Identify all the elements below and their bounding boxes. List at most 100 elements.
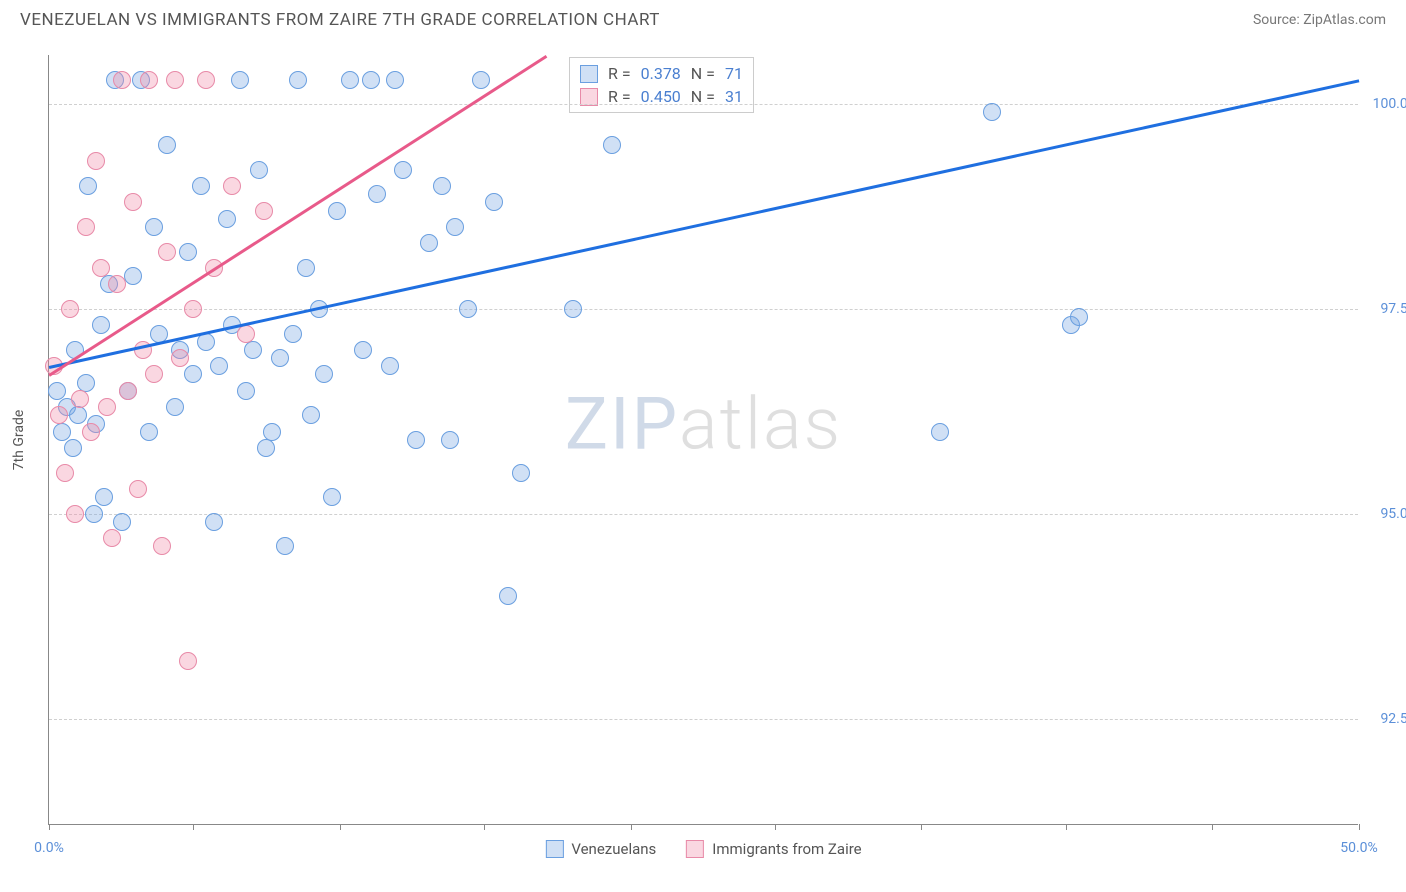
scatter-point bbox=[218, 210, 236, 228]
scatter-point bbox=[119, 382, 137, 400]
scatter-point bbox=[381, 357, 399, 375]
scatter-point bbox=[158, 243, 176, 261]
gridline bbox=[49, 309, 1358, 310]
legend-swatch-icon bbox=[580, 65, 598, 83]
scatter-point bbox=[82, 423, 100, 441]
scatter-point bbox=[328, 202, 346, 220]
bottom-legend: Venezuelans Immigrants from Zaire bbox=[545, 840, 861, 858]
x-tick-label: 50.0% bbox=[1340, 840, 1378, 856]
scatter-point bbox=[77, 218, 95, 236]
scatter-point bbox=[983, 103, 1001, 121]
scatter-point bbox=[931, 423, 949, 441]
scatter-point bbox=[441, 431, 459, 449]
y-tick-label: 92.5% bbox=[1363, 711, 1406, 727]
y-tick-label: 100.0% bbox=[1363, 96, 1406, 112]
legend-swatch-icon bbox=[580, 88, 598, 106]
x-tick bbox=[921, 824, 922, 830]
x-tick bbox=[49, 824, 50, 830]
scatter-point bbox=[276, 537, 294, 555]
scatter-point bbox=[446, 218, 464, 236]
scatter-point bbox=[231, 71, 249, 89]
scatter-point bbox=[459, 300, 477, 318]
scatter-point bbox=[485, 193, 503, 211]
legend-label: Immigrants from Zaire bbox=[712, 840, 861, 858]
scatter-point bbox=[64, 439, 82, 457]
scatter-point bbox=[237, 325, 255, 343]
scatter-point bbox=[362, 71, 380, 89]
scatter-point bbox=[323, 488, 341, 506]
watermark-zip: ZIP bbox=[565, 382, 679, 467]
scatter-point bbox=[237, 382, 255, 400]
gridline bbox=[49, 104, 1358, 105]
scatter-point bbox=[564, 300, 582, 318]
scatter-point bbox=[92, 316, 110, 334]
x-tick bbox=[484, 824, 485, 830]
scatter-point bbox=[499, 587, 517, 605]
x-tick bbox=[775, 824, 776, 830]
scatter-point bbox=[129, 480, 147, 498]
scatter-point bbox=[179, 652, 197, 670]
watermark: ZIPatlas bbox=[565, 382, 842, 467]
scatter-point bbox=[433, 177, 451, 195]
scatter-point bbox=[302, 406, 320, 424]
scatter-point bbox=[257, 439, 275, 457]
scatter-point bbox=[394, 161, 412, 179]
scatter-point bbox=[95, 488, 113, 506]
stats-row: R = 0.378 N = 71 bbox=[580, 62, 743, 85]
legend-swatch-icon bbox=[545, 840, 563, 858]
x-tick-label: 0.0% bbox=[34, 840, 64, 856]
scatter-point bbox=[98, 398, 116, 416]
scatter-point bbox=[124, 193, 142, 211]
x-tick bbox=[1359, 824, 1360, 830]
scatter-point bbox=[244, 341, 262, 359]
x-tick bbox=[631, 824, 632, 830]
scatter-point bbox=[166, 71, 184, 89]
scatter-point bbox=[386, 71, 404, 89]
scatter-point bbox=[66, 505, 84, 523]
scatter-point bbox=[103, 529, 121, 547]
scatter-point bbox=[145, 365, 163, 383]
scatter-chart: 7th Grade ZIPatlas R = 0.378 N = 71R = 0… bbox=[48, 55, 1358, 825]
chart-title: VENEZUELAN VS IMMIGRANTS FROM ZAIRE 7TH … bbox=[20, 10, 660, 30]
scatter-point bbox=[108, 275, 126, 293]
scatter-point bbox=[192, 177, 210, 195]
scatter-point bbox=[113, 71, 131, 89]
legend-label: Venezuelans bbox=[571, 840, 656, 858]
scatter-point bbox=[153, 537, 171, 555]
y-tick-label: 97.5% bbox=[1363, 301, 1406, 317]
y-tick-label: 95.0% bbox=[1363, 506, 1406, 522]
x-tick bbox=[1212, 824, 1213, 830]
stats-N-value: 71 bbox=[725, 64, 743, 83]
stats-R-label: R = bbox=[608, 64, 631, 83]
chart-header: VENEZUELAN VS IMMIGRANTS FROM ZAIRE 7TH … bbox=[0, 0, 1406, 38]
x-tick bbox=[340, 824, 341, 830]
scatter-point bbox=[284, 325, 302, 343]
legend-item: Immigrants from Zaire bbox=[686, 840, 861, 858]
scatter-point bbox=[48, 382, 66, 400]
y-axis-label: 7th Grade bbox=[11, 409, 27, 470]
scatter-point bbox=[407, 431, 425, 449]
watermark-atlas: atlas bbox=[679, 382, 842, 467]
chart-source: Source: ZipAtlas.com bbox=[1253, 12, 1386, 28]
stats-R-value: 0.450 bbox=[641, 87, 681, 106]
scatter-point bbox=[223, 177, 241, 195]
scatter-point bbox=[56, 464, 74, 482]
scatter-point bbox=[61, 300, 79, 318]
scatter-point bbox=[297, 259, 315, 277]
scatter-point bbox=[271, 349, 289, 367]
scatter-point bbox=[53, 423, 71, 441]
scatter-point bbox=[69, 406, 87, 424]
scatter-point bbox=[512, 464, 530, 482]
legend-item: Venezuelans bbox=[545, 840, 656, 858]
scatter-point bbox=[87, 152, 105, 170]
scatter-point bbox=[179, 243, 197, 261]
stats-N-value: 31 bbox=[725, 87, 743, 106]
scatter-point bbox=[140, 423, 158, 441]
x-tick bbox=[1066, 824, 1067, 830]
scatter-point bbox=[171, 349, 189, 367]
trend-line bbox=[49, 80, 1360, 369]
scatter-point bbox=[184, 300, 202, 318]
scatter-point bbox=[166, 398, 184, 416]
scatter-point bbox=[341, 71, 359, 89]
scatter-point bbox=[184, 365, 202, 383]
